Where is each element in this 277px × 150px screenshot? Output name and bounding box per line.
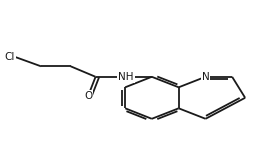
Text: N: N (202, 72, 209, 82)
Text: Cl: Cl (5, 52, 15, 62)
Text: O: O (84, 91, 92, 101)
Text: NH: NH (118, 72, 134, 82)
